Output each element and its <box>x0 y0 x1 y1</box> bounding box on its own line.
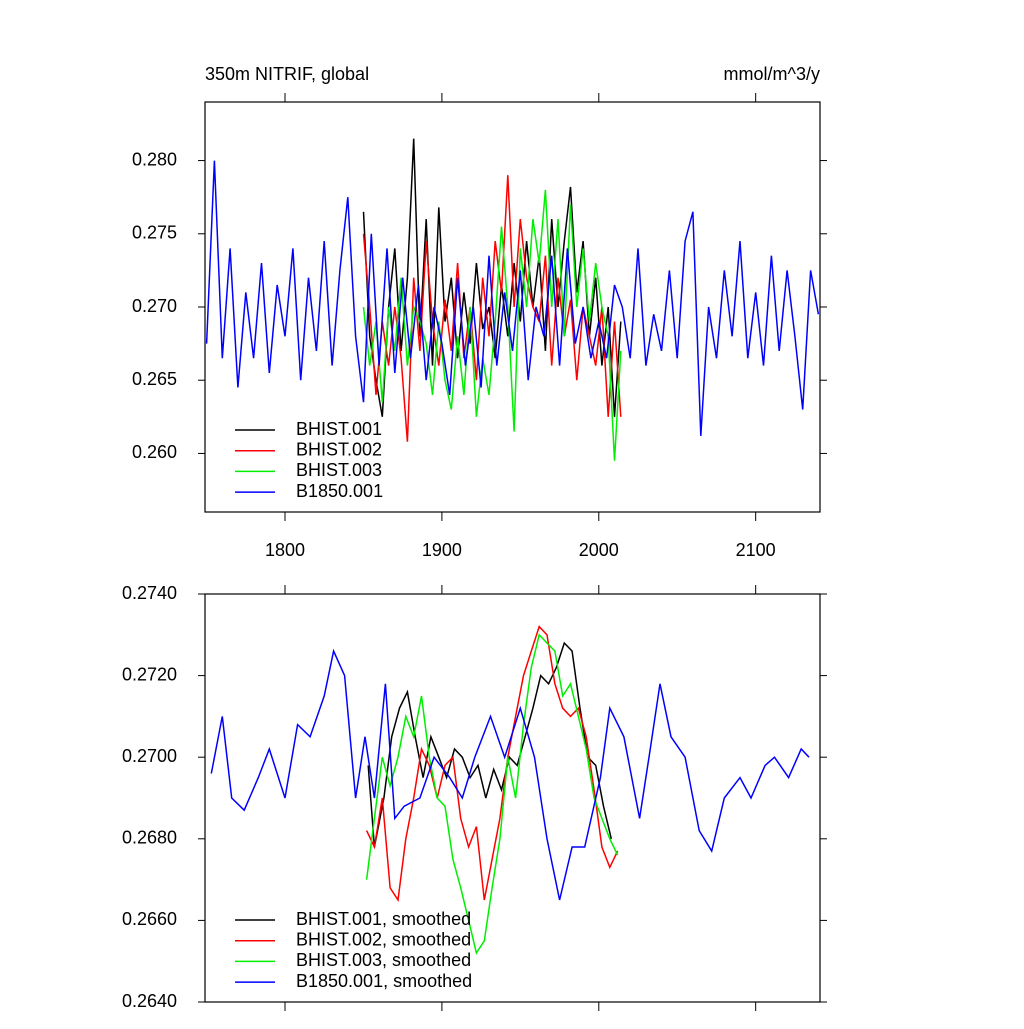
y-tick-label: 0.2700 <box>122 746 177 766</box>
y-tick-label: 0.2740 <box>122 583 177 603</box>
y-tick-label: 0.265 <box>132 369 177 389</box>
y-tick-label: 0.2720 <box>122 664 177 684</box>
chart-title: 350m NITRIF, global <box>205 64 369 84</box>
plot-frame <box>204 593 821 1003</box>
series-line <box>210 648 810 901</box>
series-line <box>367 641 613 848</box>
legend-label: BHIST.002 <box>296 439 382 459</box>
x-tick-label: 1900 <box>422 540 462 560</box>
legend-label: BHIST.003, smoothed <box>296 950 471 970</box>
series-line <box>362 189 622 461</box>
series-line <box>205 160 820 436</box>
legend-label: B1850.001, smoothed <box>296 971 472 991</box>
series-line <box>362 138 622 417</box>
legend-label: B1850.001 <box>296 481 383 501</box>
legend-label: BHIST.001 <box>296 419 382 439</box>
y-tick-label: 0.260 <box>132 442 177 462</box>
y-tick-label: 0.2680 <box>122 828 177 848</box>
legend-label: BHIST.003 <box>296 460 382 480</box>
y-tick-label: 0.270 <box>132 296 177 316</box>
legend-label: BHIST.001, smoothed <box>296 909 471 929</box>
series-line <box>365 625 619 903</box>
series-line <box>365 633 619 955</box>
y-tick-label: 0.2660 <box>122 909 177 929</box>
x-tick-label: 2100 <box>736 540 776 560</box>
legend-label: BHIST.002, smoothed <box>296 929 471 949</box>
y-tick-label: 0.275 <box>132 223 177 243</box>
x-tick-label: 2000 <box>579 540 619 560</box>
units-label: mmol/m^3/y <box>724 64 820 84</box>
x-tick-label: 1800 <box>265 540 305 560</box>
y-tick-label: 0.2640 <box>122 991 177 1011</box>
series-line <box>362 175 622 442</box>
y-tick-label: 0.280 <box>132 149 177 169</box>
